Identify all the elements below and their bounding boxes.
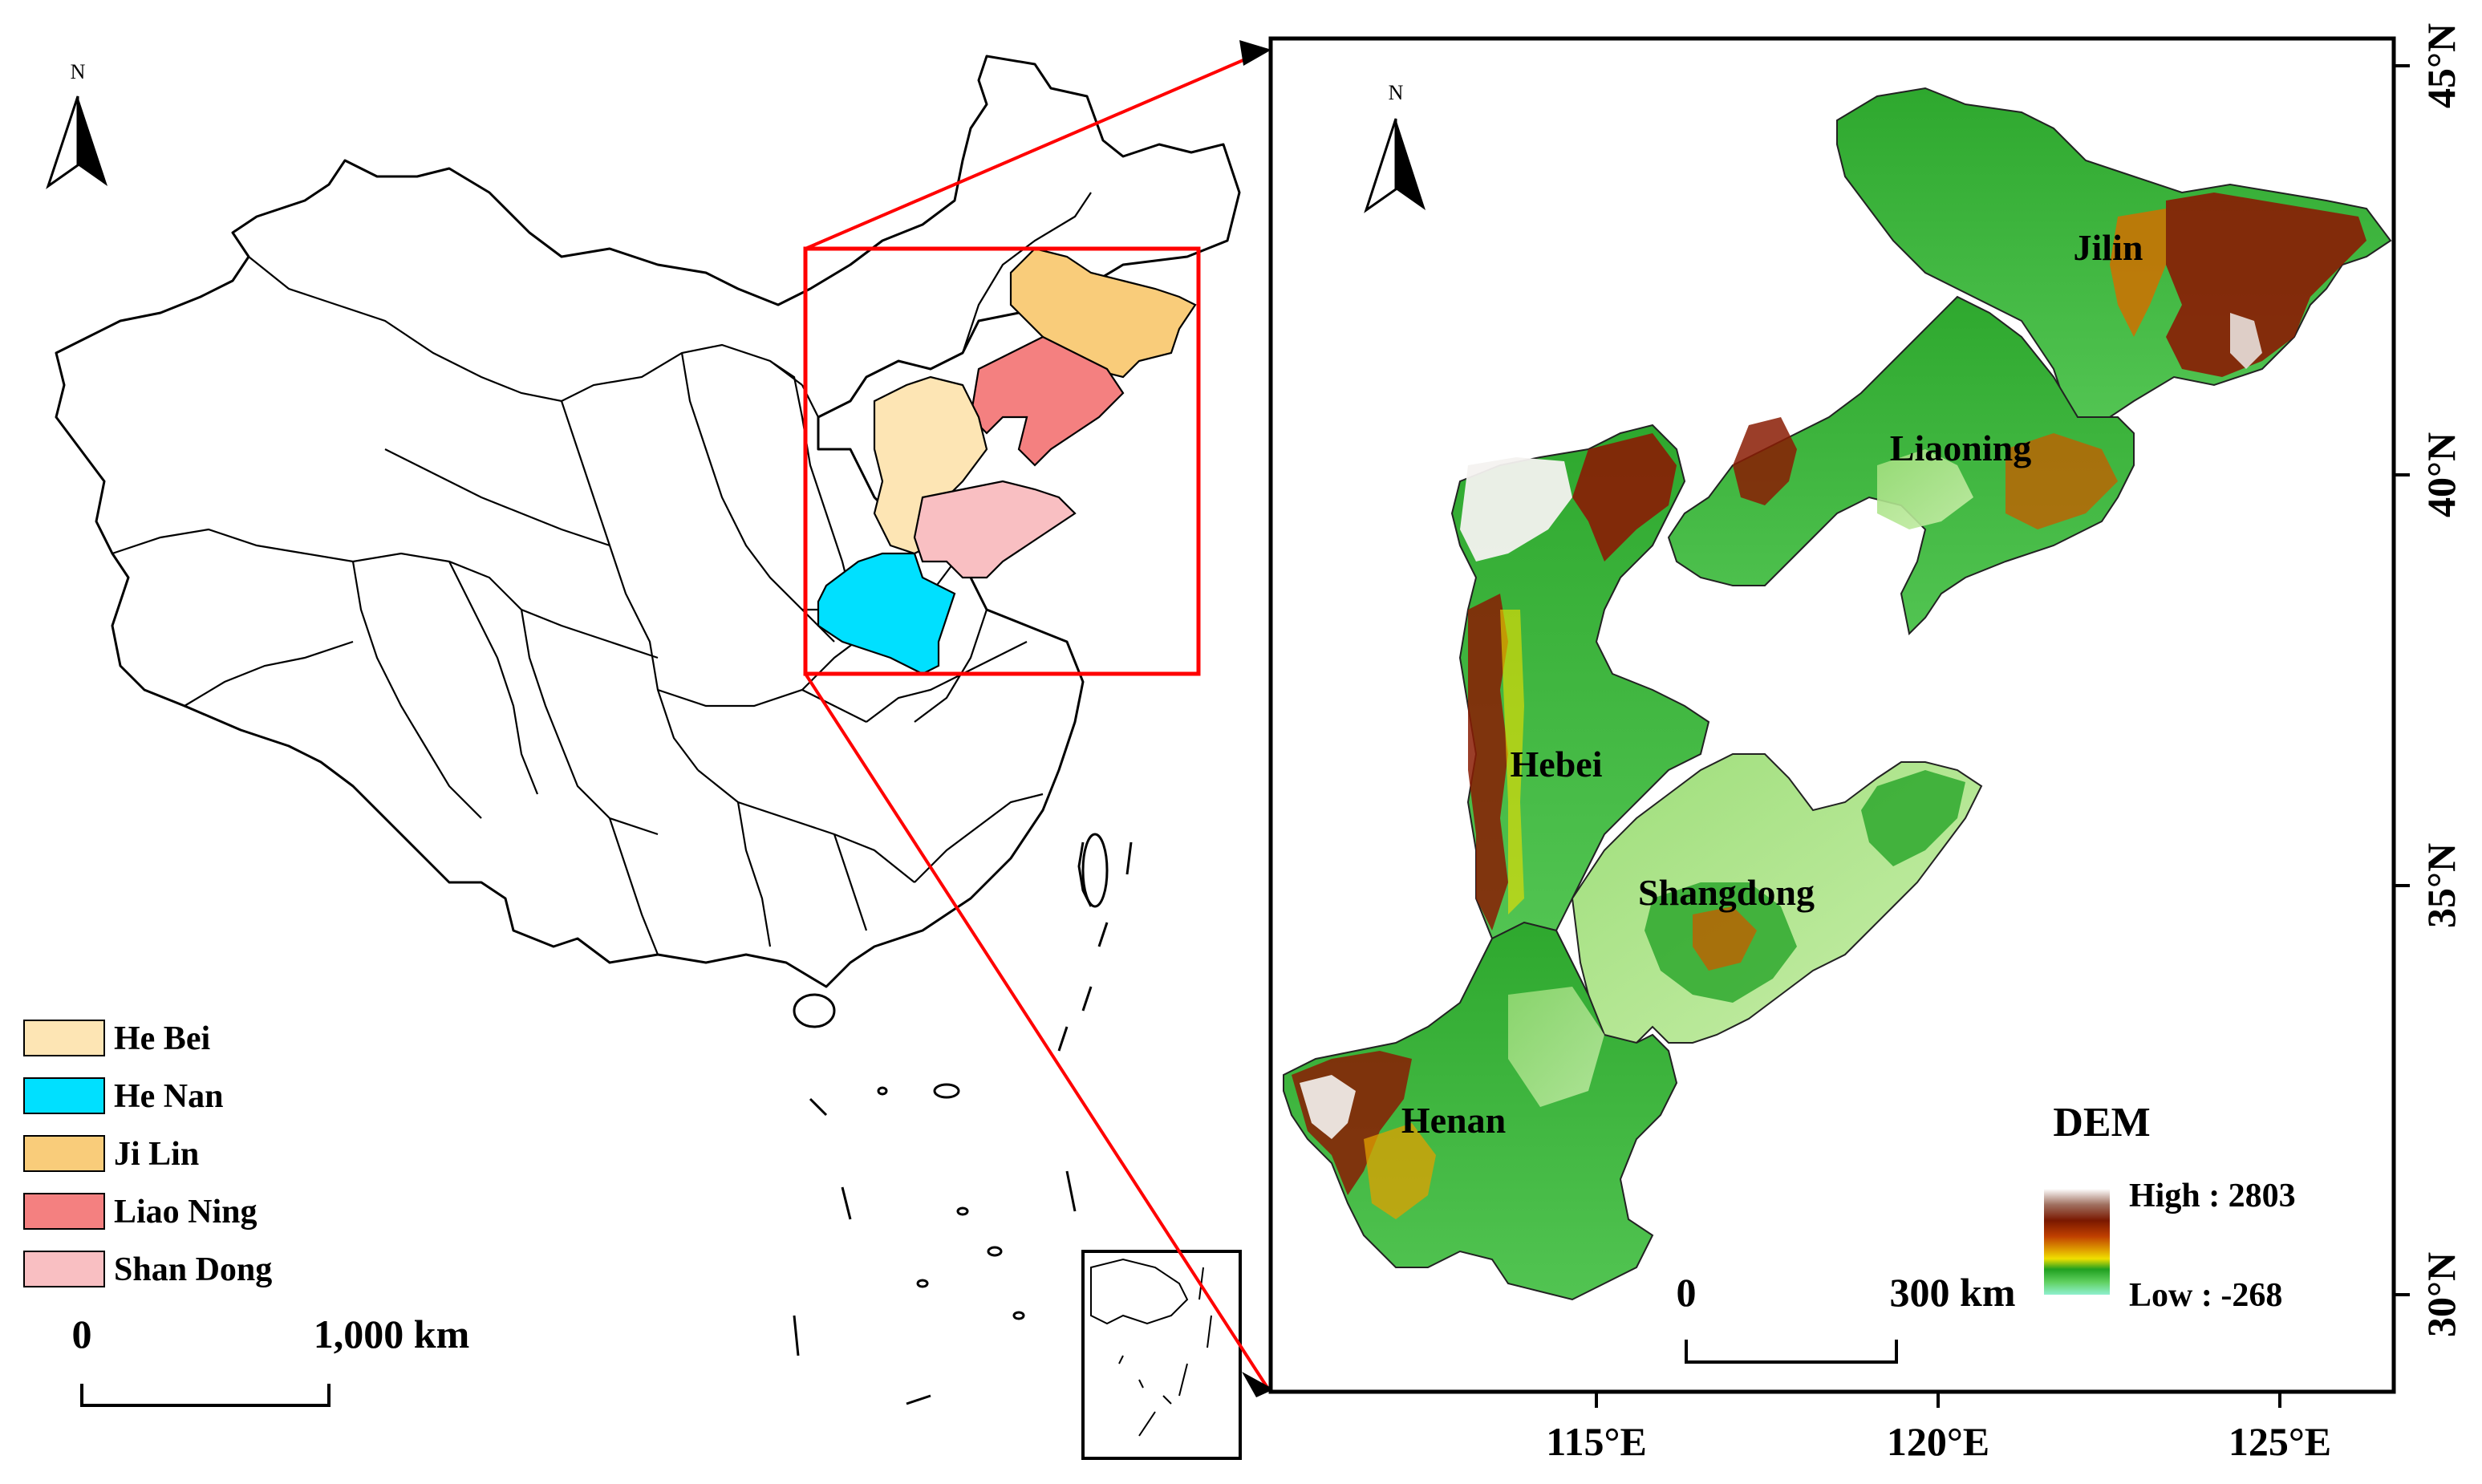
label-henan: Henan	[1401, 1100, 1506, 1141]
north-arrow-icon: N	[46, 60, 107, 189]
taiwan-island	[1081, 833, 1109, 908]
lat-label-35: 35°N	[2419, 843, 2464, 928]
inset-north-label: N	[1389, 81, 1404, 104]
legend-swatch	[23, 1251, 105, 1287]
dem-low-label: Low : -268	[2129, 1277, 2282, 1314]
inset-north-arrow-icon: N	[1364, 81, 1426, 213]
longitude-axis: 115°E 120°E 125°E	[1546, 1392, 2331, 1464]
inset-scale-bar: 0 300 km	[1677, 1270, 2016, 1364]
scale-max: 1,000 km	[314, 1312, 469, 1356]
legend-label: Ji Lin	[114, 1136, 199, 1173]
inset-scale-zero: 0	[1677, 1270, 1697, 1315]
legend-swatch	[23, 1020, 105, 1056]
legend-swatch	[23, 1135, 105, 1172]
highlighted-provinces	[817, 247, 1197, 675]
connector-top	[805, 48, 1268, 250]
lat-label-30: 30°N	[2419, 1252, 2464, 1337]
province-boundaries	[112, 192, 1092, 955]
henan-region	[817, 552, 956, 675]
legend-label: He Bei	[114, 1020, 210, 1057]
overview-legend: He Bei He Nan Ji Lin Liao Ning Shan Dong	[23, 1020, 272, 1288]
north-label: N	[71, 60, 86, 83]
south-sea-islands	[793, 841, 1133, 1405]
legend-label: Liao Ning	[114, 1194, 258, 1231]
label-liaoning: Liaoning	[1890, 428, 2031, 468]
overview-map: N	[23, 40, 1274, 1460]
label-jilin: Jilin	[2074, 227, 2143, 268]
label-shangdong: Shangdong	[1638, 872, 1815, 913]
latitude-axis: 45°N 40°N 35°N 30°N	[2394, 23, 2464, 1337]
legend-swatch	[23, 1077, 105, 1114]
dem-colorbar	[2044, 1189, 2110, 1295]
lat-label-40: 40°N	[2419, 432, 2464, 517]
legend-label: He Nan	[114, 1078, 224, 1115]
legend-label: Shan Dong	[114, 1251, 272, 1288]
shandong-region	[913, 480, 1077, 579]
hainan-island	[793, 993, 836, 1028]
label-hebei: Hebei	[1511, 744, 1603, 785]
inset-province-labels: Jilin Liaoning Hebei Shangdong Henan	[1401, 227, 2143, 1141]
study-area-box	[803, 246, 1201, 676]
liaoning-region	[969, 335, 1125, 467]
dem-title: DEM	[2053, 1100, 2150, 1145]
lon-label-120: 120°E	[1887, 1419, 1989, 1464]
lat-label-45: 45°N	[2419, 23, 2464, 108]
overview-scale-bar: 0 1,000 km	[72, 1312, 469, 1407]
dem-terrain	[1283, 87, 2392, 1301]
dem-legend: DEM High : 2803 Low : -268	[2044, 1100, 2296, 1314]
jilin-mountains	[2166, 193, 2366, 377]
connector-arrowhead-bottom	[1242, 1372, 1274, 1397]
connector-arrowhead-top	[1239, 40, 1271, 66]
connector-bottom	[804, 672, 1269, 1389]
lon-label-115: 115°E	[1546, 1419, 1647, 1464]
legend-swatch	[23, 1193, 105, 1230]
lon-label-125: 125°E	[2229, 1419, 2331, 1464]
scale-zero: 0	[72, 1312, 92, 1356]
inset-scale-max: 300 km	[1890, 1270, 2016, 1315]
dem-high-label: High : 2803	[2129, 1178, 2296, 1214]
south-sea-inset	[1081, 1250, 1242, 1460]
dem-inset-map: N	[1268, 23, 2464, 1464]
